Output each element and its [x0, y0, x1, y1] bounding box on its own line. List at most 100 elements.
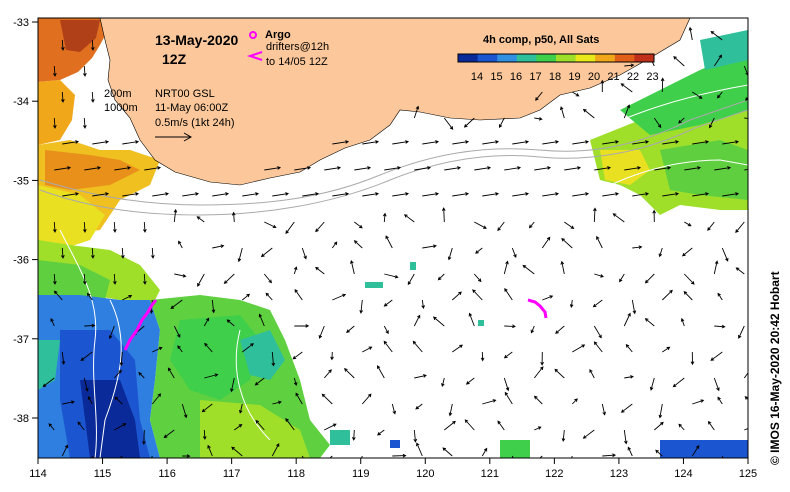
- current-vector-arrow: [582, 429, 595, 439]
- current-vector-arrow: [230, 377, 235, 393]
- current-vector-arrow: [332, 140, 350, 145]
- current-vector-arrow: [414, 374, 427, 379]
- current-vector-arrow: [53, 65, 57, 77]
- current-vector-arrow: [323, 369, 332, 379]
- current-vector-arrow: [113, 369, 122, 379]
- current-vector-arrow: [62, 192, 80, 197]
- current-vector-arrow: [114, 423, 127, 431]
- current-vector-arrow: [151, 393, 162, 405]
- current-vector-arrow: [658, 403, 663, 419]
- current-vector-arrow: [294, 166, 312, 171]
- lon-tick-label: 123: [610, 468, 628, 480]
- current-vector-arrow: [80, 351, 93, 361]
- current-vector-arrow: [416, 442, 423, 457]
- current-vector-arrow: [207, 444, 213, 457]
- colorbar-label: 16: [510, 71, 522, 83]
- current-vector-arrow: [534, 166, 552, 171]
- current-vector-arrow: [653, 117, 662, 129]
- current-vector-arrow: [464, 419, 475, 431]
- current-vector-arrow: [452, 140, 470, 145]
- current-vector-arrow: [589, 368, 595, 379]
- current-vector-arrow: [541, 236, 551, 249]
- lat-tick-label: -34: [13, 96, 29, 108]
- current-vector-arrow: [174, 273, 187, 278]
- current-vector-arrow: [681, 247, 693, 257]
- current-vector-arrow: [258, 313, 265, 327]
- current-vector-arrow: [203, 317, 210, 327]
- current-vector-arrow: [255, 419, 265, 431]
- current-vector-arrow: [752, 27, 756, 40]
- current-vector-arrow: [384, 166, 402, 171]
- current-vector-arrow: [684, 221, 692, 227]
- current-vector-arrow: [555, 325, 565, 334]
- current-vector-arrow: [83, 273, 87, 285]
- colorbar-swatch: [595, 54, 616, 62]
- current-vector-arrow: [528, 221, 535, 229]
- current-vector-arrow: [330, 351, 334, 361]
- current-vector-arrow: [542, 295, 554, 301]
- current-vector-arrow: [61, 91, 65, 103]
- current-vector-arrow: [332, 192, 350, 197]
- lon-tick-label: 118: [287, 468, 305, 480]
- lon-tick-label: 125: [739, 468, 757, 480]
- current-vector-arrow: [271, 351, 276, 367]
- current-vector-arrow: [53, 117, 57, 129]
- current-vector-arrow: [692, 399, 705, 405]
- isobath-1000-label: 1000m: [104, 102, 138, 114]
- current-vector-arrow: [713, 54, 723, 67]
- current-vector-arrow: [560, 260, 565, 275]
- argo-label: Argo: [265, 29, 291, 41]
- current-vector-arrow: [260, 247, 273, 258]
- colorbar-label: 23: [646, 71, 658, 83]
- current-vector-arrow: [163, 429, 175, 439]
- current-vector-arrow: [197, 273, 205, 287]
- current-vector-arrow: [482, 192, 500, 197]
- current-vector-arrow: [722, 192, 740, 197]
- current-vector-arrow: [503, 351, 513, 359]
- current-vector-arrow: [383, 299, 393, 307]
- current-vector-arrow: [717, 292, 723, 301]
- lon-tick-label: 116: [158, 468, 176, 480]
- current-vector-arrow: [602, 192, 620, 197]
- current-vector-arrow: [53, 290, 63, 301]
- current-vector-arrow: [86, 292, 93, 301]
- current-vector-arrow: [263, 273, 273, 284]
- current-vector-arrow: [238, 403, 243, 414]
- current-vector-arrow: [533, 366, 544, 379]
- lat-tick-label: -36: [13, 255, 29, 267]
- current-vector-arrow: [627, 446, 633, 457]
- current-vector-arrow: [463, 117, 475, 128]
- current-vector-arrow: [422, 140, 440, 145]
- current-vector-arrow: [472, 289, 483, 301]
- current-vector-arrow: [204, 373, 219, 379]
- current-vector-arrow: [743, 370, 748, 379]
- current-vector-arrow: [265, 292, 273, 301]
- current-vector-arrow: [752, 141, 768, 144]
- current-vector-arrow: [346, 325, 355, 334]
- current-vector-arrow: [122, 192, 140, 197]
- current-vector-arrow: [592, 299, 603, 308]
- current-vector-arrow: [242, 343, 254, 353]
- sst-field: [38, 18, 748, 458]
- current-vector-arrow: [212, 244, 225, 249]
- current-vector-arrow: [119, 455, 123, 458]
- lon-tick-label: 114: [29, 468, 47, 480]
- current-vector-arrow: [61, 444, 69, 457]
- current-vector-arrow: [170, 299, 183, 309]
- current-vector-arrow: [122, 295, 133, 301]
- current-vector-arrow: [571, 398, 578, 405]
- current-vector-arrow: [91, 247, 95, 259]
- current-vector-arrow: [383, 325, 389, 335]
- current-vector-arrow: [619, 273, 625, 283]
- current-vector-arrow: [623, 429, 628, 445]
- current-vector-arrow: [285, 418, 295, 431]
- current-vector-arrow: [113, 273, 117, 285]
- current-vector-arrow: [662, 140, 680, 145]
- current-vector-arrow: [692, 140, 710, 145]
- current-vector-arrow: [384, 273, 399, 279]
- latitude-axis: -33 -34 -35 -36 -37 -38: [13, 17, 38, 425]
- current-vector-arrow: [709, 117, 715, 129]
- current-vector-arrow: [91, 91, 95, 103]
- current-vector-arrow: [83, 65, 87, 77]
- lon-tick-label: 115: [94, 468, 112, 480]
